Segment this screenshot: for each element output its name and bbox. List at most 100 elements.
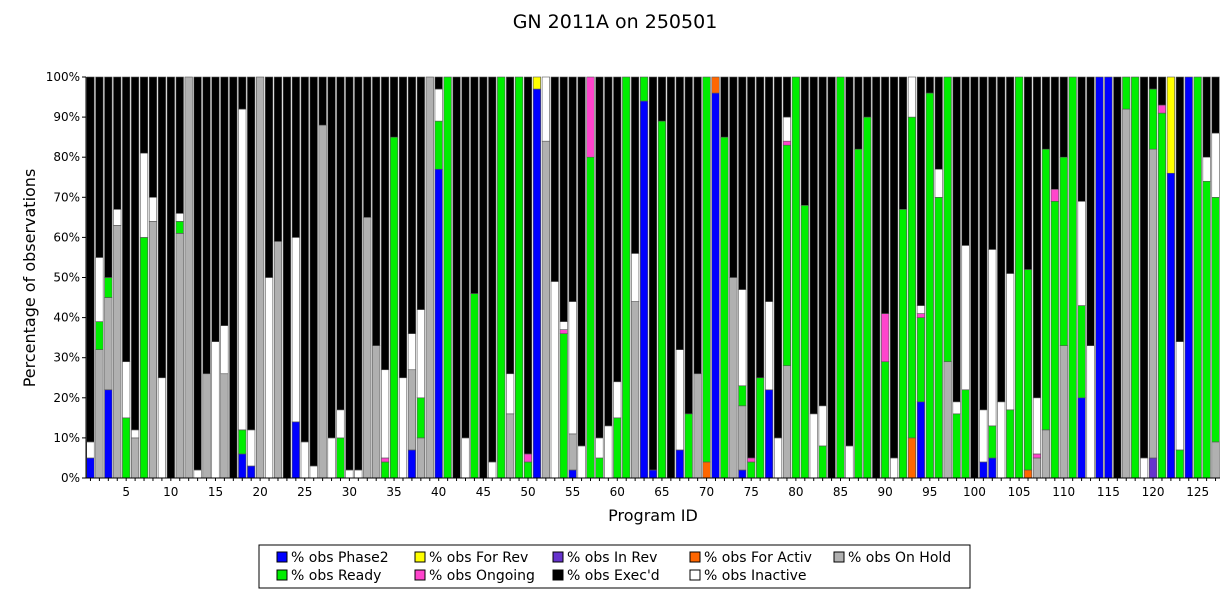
bar-segment <box>934 197 943 479</box>
legend-box <box>258 544 971 589</box>
bar-segment <box>291 237 300 423</box>
bar-segment <box>854 76 863 150</box>
bar-segment <box>604 425 613 479</box>
bar-segment <box>1015 76 1024 479</box>
bar-segment <box>872 76 881 479</box>
bar-segment <box>434 76 443 90</box>
bar-segment <box>532 88 541 479</box>
bar-segment <box>1006 409 1015 479</box>
bar-segment <box>434 168 443 479</box>
bar-segment <box>104 389 113 479</box>
bar-segment <box>854 148 863 479</box>
bar-segment <box>381 369 390 459</box>
bar-segment <box>247 465 256 479</box>
bar-segment <box>559 333 568 479</box>
bar-segment <box>818 405 827 447</box>
bar-segment <box>238 76 247 110</box>
bar-segment <box>336 409 345 439</box>
bar-segment <box>363 217 372 479</box>
bar-segment <box>1140 76 1149 459</box>
legend-swatch <box>552 569 564 581</box>
bar-segment <box>586 156 595 479</box>
bar-segment <box>336 437 345 479</box>
bar-segment <box>381 76 390 371</box>
x-tick-label: 115 <box>1097 485 1120 499</box>
bar-segment <box>506 76 515 375</box>
bar-segment <box>756 377 765 479</box>
legend-label: % obs In Rev <box>567 550 657 566</box>
bar-segment <box>577 445 586 479</box>
bar-segment <box>1166 172 1175 479</box>
bar-segment <box>202 76 211 375</box>
bar-segment <box>86 76 95 443</box>
bar-segment <box>211 341 220 479</box>
x-tick-label: 15 <box>208 485 223 499</box>
bar-segment <box>970 76 979 479</box>
bar-segment <box>648 76 658 471</box>
bar-segment <box>907 437 917 479</box>
bar-segment <box>407 449 416 479</box>
bar-segment <box>1148 88 1158 150</box>
bar-segment <box>684 413 693 479</box>
bar-segment <box>291 421 300 479</box>
bar-segment <box>372 345 381 479</box>
legend-swatch <box>552 551 564 563</box>
bar-segment <box>175 221 184 234</box>
x-tick-label: 40 <box>431 485 446 499</box>
bar-segment <box>113 225 122 479</box>
bar-segment <box>434 120 443 170</box>
bar-segment <box>666 76 675 479</box>
bar-segment <box>1041 76 1050 150</box>
bar-segment <box>916 317 925 403</box>
bar-segment <box>461 437 470 479</box>
bar-segment <box>881 76 890 314</box>
bar-segment <box>488 461 497 479</box>
bar-segment <box>416 309 425 399</box>
bar-segment <box>193 469 202 479</box>
y-tick-label: 50% <box>53 271 80 285</box>
bar-segment <box>434 88 443 122</box>
bar-segment <box>122 76 131 363</box>
x-tick-label: 90 <box>878 485 893 499</box>
bar-segment <box>532 76 541 90</box>
bar-segment <box>782 116 791 142</box>
bar-segment <box>193 76 202 471</box>
bar-segment <box>827 76 836 479</box>
bar-segment <box>157 377 166 479</box>
bar-segment <box>782 365 791 479</box>
bar-segment <box>175 213 184 222</box>
bar-segment <box>282 76 291 479</box>
bar-segment <box>952 401 961 415</box>
bar-segment <box>148 221 158 479</box>
legend-swatch <box>689 569 701 581</box>
bar-segment <box>568 469 577 479</box>
bar-segment <box>309 465 318 479</box>
bar-segment <box>675 349 684 451</box>
bar-segment <box>1059 76 1068 158</box>
bar-segment <box>836 76 845 479</box>
bar-segment <box>863 76 872 118</box>
x-tick-label: 30 <box>342 485 357 499</box>
bar-segment <box>398 76 408 379</box>
bar-segment <box>988 76 997 250</box>
legend-label: % obs Phase2 <box>291 550 389 566</box>
bar-segment <box>1157 76 1167 106</box>
bar-segment <box>264 277 274 479</box>
x-tick-label: 95 <box>922 485 937 499</box>
chart-title: GN 2011A on 250501 <box>513 11 718 33</box>
bar-segment <box>800 205 809 479</box>
bar-segment <box>586 76 595 158</box>
y-ticks: 0% 10% 20% 30% 40% 50% 60% 70% 80% 90% 100% <box>46 70 86 485</box>
bar-segment <box>470 76 479 294</box>
bar-segment <box>559 76 568 322</box>
bar-segment <box>113 209 122 226</box>
bar-segment <box>818 76 827 407</box>
bar-segment <box>613 76 622 383</box>
bar-segment <box>952 413 961 479</box>
x-tick-label: 85 <box>833 485 848 499</box>
y-tick-label: 40% <box>53 311 80 325</box>
y-tick-label: 0% <box>61 471 80 485</box>
bar-segment <box>1148 76 1158 90</box>
bar-segment <box>1113 76 1122 479</box>
